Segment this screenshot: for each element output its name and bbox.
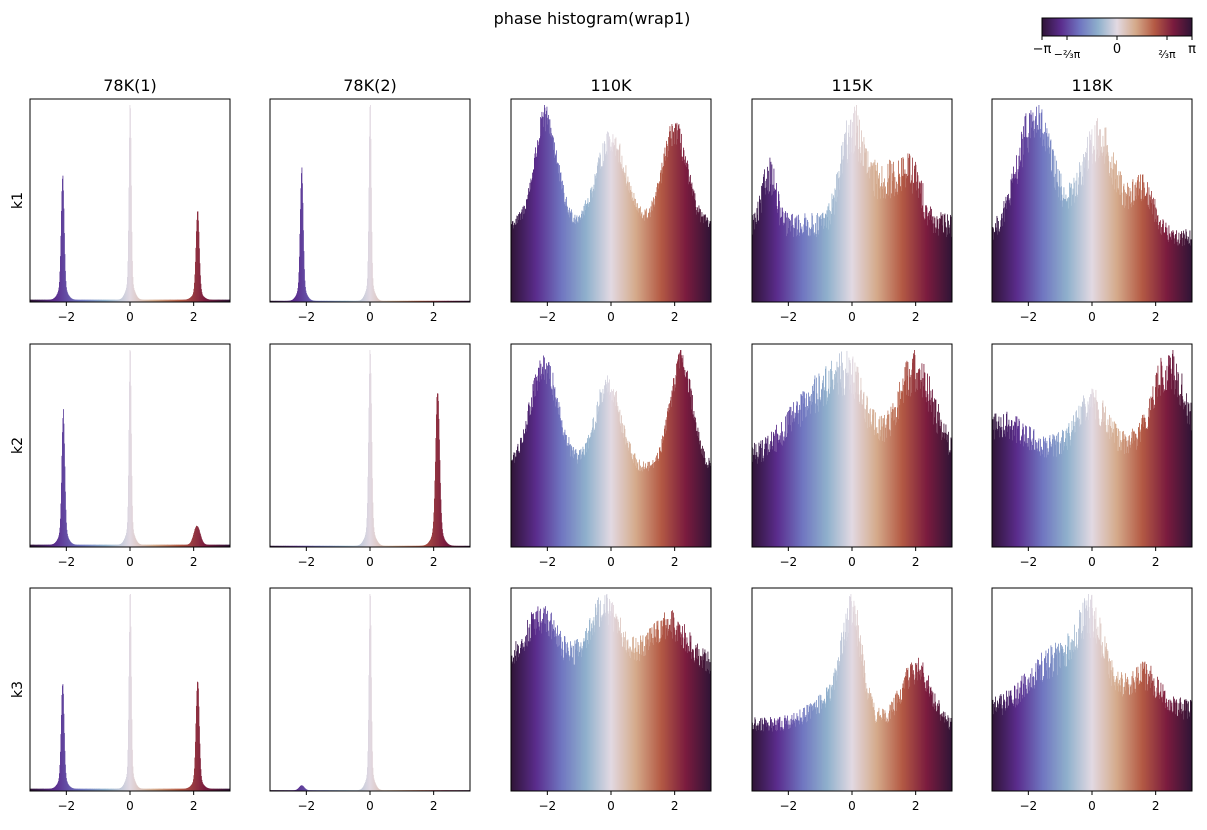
x-tick-label: 2 bbox=[671, 555, 679, 569]
histogram-bars bbox=[992, 105, 1192, 302]
histogram-bars bbox=[270, 594, 470, 791]
histogram-grid: 78K(1) 78K(2) 110K 115K 118K k1 k2 k3 −2 0 2 −2 0 2 −2… bbox=[10, 76, 1192, 813]
histogram-panel: −2 0 2 bbox=[992, 99, 1192, 324]
histogram-panel: −2 0 2 bbox=[270, 588, 470, 813]
x-tick-label: 0 bbox=[1088, 555, 1096, 569]
x-tick-label: 2 bbox=[430, 310, 438, 324]
x-tick-label: −2 bbox=[1019, 555, 1037, 569]
x-tick-label: 2 bbox=[671, 310, 679, 324]
column-title: 115K bbox=[831, 76, 873, 95]
histogram-panel: −2 0 2 bbox=[752, 99, 952, 324]
histogram-bars bbox=[30, 594, 230, 791]
x-tick-label: 0 bbox=[126, 310, 134, 324]
x-tick-label: 0 bbox=[848, 310, 856, 324]
x-tick-label: −2 bbox=[779, 555, 797, 569]
column-title: 118K bbox=[1071, 76, 1113, 95]
histogram-bars bbox=[270, 105, 470, 302]
histogram-panel: −2 0 2 bbox=[30, 99, 230, 324]
x-tick-label: 2 bbox=[190, 310, 198, 324]
column-title: 78K(2) bbox=[343, 76, 397, 95]
colorbar-tick-label: −⅔π bbox=[1054, 48, 1081, 61]
x-tick-label: 0 bbox=[607, 555, 615, 569]
histogram-panel: −2 0 2 bbox=[752, 344, 952, 569]
x-tick-label: −2 bbox=[57, 799, 75, 813]
histogram-bars bbox=[752, 350, 952, 547]
x-tick-label: 0 bbox=[126, 555, 134, 569]
x-tick-label: 0 bbox=[126, 799, 134, 813]
histogram-bars bbox=[511, 594, 711, 791]
x-tick-label: 2 bbox=[430, 555, 438, 569]
x-tick-label: −2 bbox=[297, 555, 315, 569]
histogram-bars bbox=[511, 105, 711, 302]
x-tick-label: −2 bbox=[297, 799, 315, 813]
histogram-bars bbox=[30, 350, 230, 547]
x-tick-label: 0 bbox=[607, 310, 615, 324]
x-tick-label: 2 bbox=[912, 310, 920, 324]
histogram-bars bbox=[511, 350, 711, 547]
x-tick-label: 0 bbox=[366, 555, 374, 569]
histogram-panel: −2 0 2 bbox=[270, 344, 470, 569]
row-label: k2 bbox=[10, 437, 26, 454]
row-label: k1 bbox=[10, 192, 26, 209]
x-tick-label: 2 bbox=[912, 555, 920, 569]
x-tick-label: −2 bbox=[538, 555, 556, 569]
histogram-bars bbox=[270, 350, 470, 547]
histogram-panel: −2 0 2 bbox=[30, 588, 230, 813]
x-tick-label: 2 bbox=[190, 799, 198, 813]
histogram-panel: −2 0 2 bbox=[511, 344, 711, 569]
x-tick-label: 2 bbox=[190, 555, 198, 569]
x-tick-label: 0 bbox=[1088, 310, 1096, 324]
histogram-panel: −2 0 2 bbox=[270, 99, 470, 324]
x-tick-label: −2 bbox=[779, 310, 797, 324]
histogram-panel: −2 0 2 bbox=[30, 344, 230, 569]
x-tick-label: 2 bbox=[430, 799, 438, 813]
row-label: k3 bbox=[10, 681, 26, 698]
colorbar-gradient bbox=[1042, 18, 1192, 36]
figure-title: phase histogram(wrap1) bbox=[494, 9, 691, 28]
colorbar-tick-label: 0 bbox=[1113, 42, 1121, 57]
x-tick-label: 2 bbox=[1152, 310, 1160, 324]
colorbar-tick-label: ⅔π bbox=[1158, 48, 1176, 61]
histogram-bars bbox=[992, 350, 1192, 547]
colorbar: −π−⅔π 0 ⅔π π bbox=[1033, 18, 1196, 61]
colorbar-tick-label: π bbox=[1188, 42, 1196, 57]
x-tick-label: −2 bbox=[57, 310, 75, 324]
x-tick-label: −2 bbox=[57, 555, 75, 569]
histogram-panel: −2 0 2 bbox=[511, 99, 711, 324]
x-tick-label: 0 bbox=[366, 799, 374, 813]
histogram-bars bbox=[752, 105, 952, 302]
histogram-bars bbox=[30, 105, 230, 302]
x-tick-label: 0 bbox=[848, 555, 856, 569]
column-title: 78K(1) bbox=[103, 76, 157, 95]
x-tick-label: 2 bbox=[1152, 555, 1160, 569]
x-tick-label: 0 bbox=[366, 310, 374, 324]
x-tick-label: −2 bbox=[297, 310, 315, 324]
column-title: 110K bbox=[590, 76, 632, 95]
x-tick-label: −2 bbox=[538, 310, 556, 324]
histogram-panel: −2 0 2 bbox=[992, 344, 1192, 569]
colorbar-tick-label: −π bbox=[1033, 42, 1052, 57]
x-tick-label: −2 bbox=[1019, 310, 1037, 324]
